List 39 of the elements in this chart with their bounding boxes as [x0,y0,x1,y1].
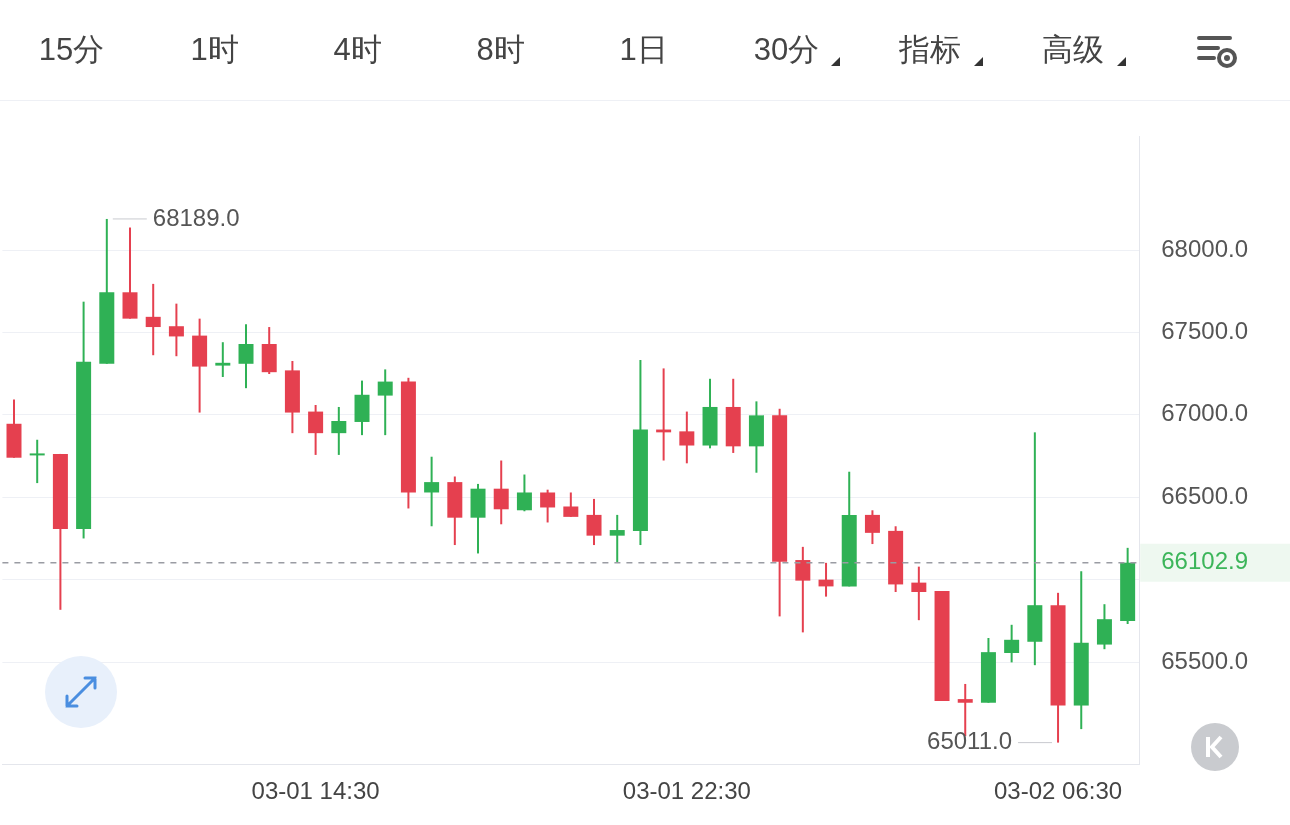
annotation: 68189.0 [152,203,240,231]
x-tick-label: 03-02 06:30 [993,777,1123,805]
ref-line-label: 66102.9 [1161,547,1249,575]
text: 4时 [332,31,383,69]
text: 1时 [189,31,240,69]
candlestick [540,488,556,524]
candlestick [609,513,625,564]
text: 高级 [1040,31,1105,69]
candlestick [911,565,927,622]
text: 指标 [897,31,962,69]
candlestick [29,438,45,485]
candlestick [864,509,880,546]
y-tick-label: 68000.0 [1161,234,1249,262]
x-tick-label: 03-01 14:30 [251,777,380,805]
candlestick [168,302,184,358]
x-tick-label: 03-01 22:30 [622,777,751,805]
text: 8时 [475,31,526,69]
candlestick [795,545,811,634]
candlestick [563,491,579,518]
annotation: 65011.0 [927,727,1013,755]
text: 30分 [752,31,821,69]
y-tick-label: 65500.0 [1161,646,1249,674]
candlestick [516,473,532,513]
candlestick [308,403,324,456]
y-tick-label: 66500.0 [1161,481,1249,509]
candlestick [331,405,347,456]
candlestick [493,459,509,526]
y-tick-label: 67500.0 [1161,317,1249,345]
candlestick [424,455,440,528]
candlestick [238,323,254,390]
candlestick [586,497,602,547]
text: 15分 [37,31,106,69]
text: 1日 [618,31,669,69]
candlestick [679,410,695,465]
candlestick [215,341,231,378]
candlestick [377,368,393,437]
candlestick [1004,623,1020,664]
y-tick-label: 67000.0 [1161,399,1249,427]
candlestick [145,282,161,357]
